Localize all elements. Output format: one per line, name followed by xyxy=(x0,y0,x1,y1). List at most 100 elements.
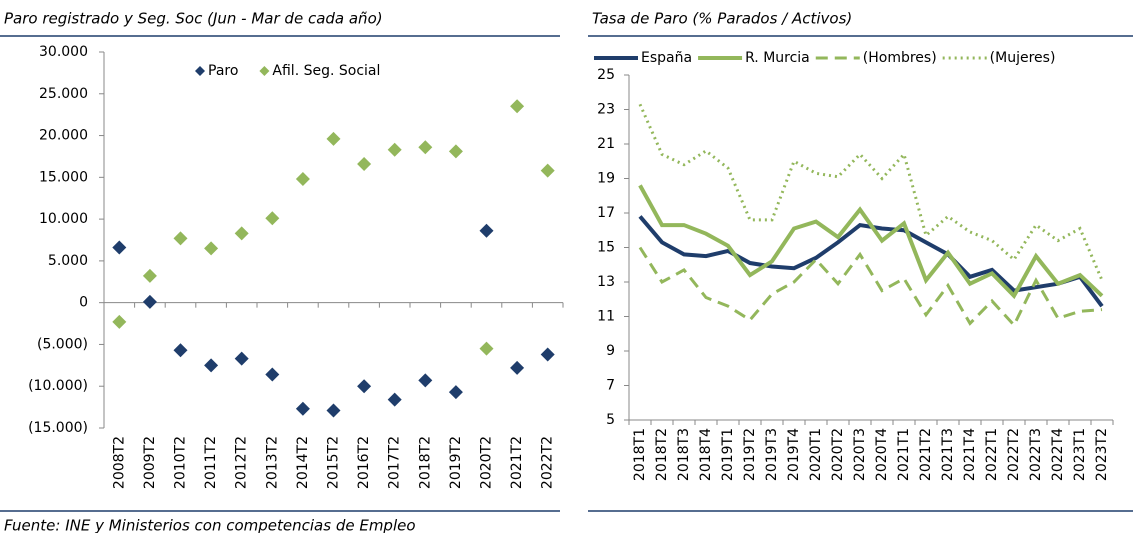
y-tick-label: (5.000) xyxy=(37,336,88,352)
point xyxy=(234,351,249,366)
chart-title: Tasa de Paro (% Parados / Activos) xyxy=(592,10,852,28)
y-tick-label: 9 xyxy=(606,343,615,359)
y-tick-label: 21 xyxy=(597,136,615,152)
point xyxy=(357,379,372,394)
point xyxy=(479,223,494,238)
x-tick-label: 2021T2 xyxy=(509,436,525,489)
point xyxy=(173,343,188,358)
y-tick-label: 10.000 xyxy=(39,211,88,227)
legend-label: Paro xyxy=(208,63,238,79)
point xyxy=(142,268,157,283)
x-tick-label: 2020T4 xyxy=(874,428,890,481)
x-tick-label: 2022T2 xyxy=(1006,428,1022,481)
x-tick-label: 2018T2 xyxy=(417,436,433,489)
chart-title: Paro registrado y Seg. Soc (Jun - Mar de… xyxy=(4,10,383,28)
point xyxy=(204,241,219,256)
x-tick-label: 2014T2 xyxy=(295,436,311,489)
y-tick-label: 5 xyxy=(606,412,615,428)
x-tick-label: 2021T2 xyxy=(918,428,934,481)
y-tick-label: 30.000 xyxy=(39,44,88,60)
legend-label: España xyxy=(641,50,692,66)
point xyxy=(295,172,310,187)
legend-label: Afil. Seg. Social xyxy=(272,63,380,79)
y-tick-label: 13 xyxy=(597,274,615,290)
point xyxy=(265,211,280,226)
line xyxy=(638,103,1104,281)
x-tick-label: 2023T2 xyxy=(1094,428,1110,481)
x-tick-label: 2023T1 xyxy=(1072,428,1088,481)
point xyxy=(387,392,402,407)
point xyxy=(387,142,402,157)
legend-marker xyxy=(259,66,270,76)
y-tick-label: 17 xyxy=(597,205,615,221)
point xyxy=(234,226,249,241)
point xyxy=(204,358,219,373)
point xyxy=(173,231,188,246)
point xyxy=(479,341,494,356)
x-tick-label: 2020T2 xyxy=(479,436,495,489)
x-tick-label: 2008T2 xyxy=(111,436,127,489)
point xyxy=(418,373,433,388)
point xyxy=(418,140,433,155)
x-tick-label: 2021T4 xyxy=(962,428,978,481)
x-tick-label: 2012T2 xyxy=(234,436,250,489)
legend-label: (Hombres) xyxy=(863,50,937,66)
point xyxy=(357,156,372,171)
x-tick-label: 2018T4 xyxy=(698,428,714,481)
point xyxy=(142,294,157,309)
x-tick-label: 2021T1 xyxy=(896,428,912,481)
y-tick-label: 11 xyxy=(597,309,615,325)
x-tick-label: 2019T1 xyxy=(720,428,736,481)
x-tick-label: 2021T3 xyxy=(940,428,956,481)
y-tick-label: 20.000 xyxy=(39,128,88,144)
y-tick-label: 19 xyxy=(597,171,615,187)
x-tick-label: 2019T2 xyxy=(448,436,464,489)
x-tick-label: 2020T1 xyxy=(808,428,824,481)
x-tick-label: 2015T2 xyxy=(326,436,342,489)
y-tick-label: 0 xyxy=(79,295,88,311)
x-tick-label: 2019T2 xyxy=(742,428,758,481)
y-tick-label: 15.000 xyxy=(39,169,88,185)
y-tick-label: 23 xyxy=(597,102,615,118)
legend-label: (Mujeres) xyxy=(990,50,1056,66)
y-tick-label: 25 xyxy=(597,67,615,83)
x-tick-label: 2020T3 xyxy=(852,428,868,481)
point xyxy=(448,144,463,159)
point xyxy=(510,360,525,375)
x-tick-label: 2018T3 xyxy=(676,428,692,481)
x-tick-label: 2022T3 xyxy=(1028,428,1044,481)
y-tick-label: 15 xyxy=(597,240,615,256)
point xyxy=(265,367,280,382)
x-tick-label: 2010T2 xyxy=(173,436,189,489)
x-tick-label: 2009T2 xyxy=(142,436,158,489)
x-tick-label: 2016T2 xyxy=(356,436,372,489)
x-tick-label: 2013T2 xyxy=(264,436,280,489)
x-tick-label: 2019T4 xyxy=(786,428,802,481)
x-tick-label: 2022T2 xyxy=(540,436,556,489)
x-tick-label: 2022T1 xyxy=(984,428,1000,481)
line xyxy=(638,246,1103,328)
source: Fuente: INE y Ministerios con competenci… xyxy=(4,517,416,533)
point xyxy=(540,347,555,362)
line xyxy=(638,184,1104,300)
point xyxy=(510,99,525,114)
point xyxy=(326,403,341,418)
point xyxy=(112,240,127,255)
legend-marker xyxy=(195,66,205,76)
point xyxy=(112,314,127,329)
x-tick-label: 2020T2 xyxy=(830,428,846,481)
x-tick-label: 2022T4 xyxy=(1050,428,1066,481)
x-tick-label: 2019T3 xyxy=(764,428,780,481)
point xyxy=(326,131,341,146)
y-tick-label: (10.000) xyxy=(28,378,88,394)
y-tick-label: 7 xyxy=(606,378,615,394)
point xyxy=(295,401,310,416)
y-tick-label: 5.000 xyxy=(48,253,88,269)
x-tick-label: 2017T2 xyxy=(387,436,403,489)
point xyxy=(540,163,555,178)
point xyxy=(448,385,463,400)
legend-label: R. Murcia xyxy=(745,50,810,66)
x-tick-label: 2018T2 xyxy=(654,428,670,481)
x-tick-label: 2011T2 xyxy=(203,436,219,489)
